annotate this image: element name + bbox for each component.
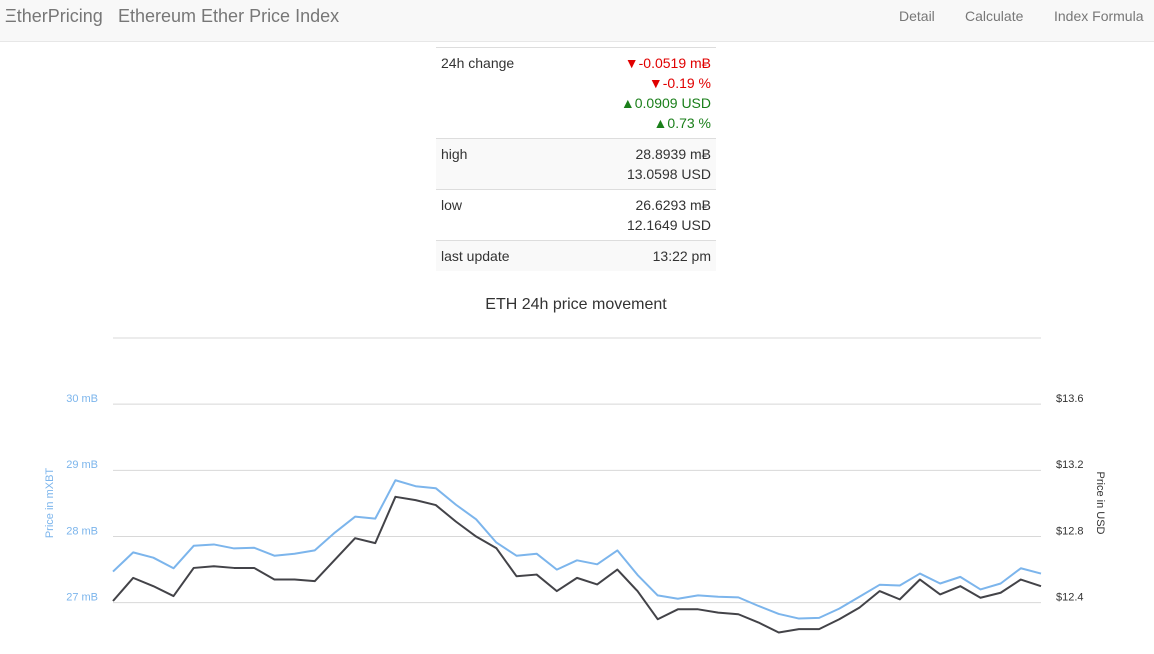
brand[interactable]: ΞtherPricing [5, 6, 103, 26]
y2-tick-label: $13.2 [1056, 459, 1084, 471]
row-label: last update [441, 248, 510, 264]
row-value: ▼-0.19 % [648, 75, 711, 91]
row-value: 28.8939 mɃ [635, 146, 712, 162]
row-label: low [441, 197, 463, 213]
chart-title: ETH 24h price movement [485, 296, 667, 313]
row-label: high [441, 146, 468, 162]
y-tick-label: 28 mB [66, 525, 98, 537]
table-row: low 26.6293 mɃ 12.1649 USD [436, 189, 716, 240]
nav-link[interactable]: Index Formula [1054, 8, 1144, 24]
y2-tick-label: $13.6 [1056, 393, 1084, 405]
row-values: 26.6293 mɃ 12.1649 USD [627, 195, 711, 235]
navbar: ΞtherPricing Ethereum Ether Price Index … [0, 0, 1154, 42]
table-row: last update 13:22 pm [436, 240, 716, 271]
page-title: Ethereum Ether Price Index [118, 6, 340, 26]
row-values: 13:22 pm [653, 246, 711, 266]
price-line [112, 495, 1042, 634]
row-values: ▼-0.0519 mɃ ▼-0.19 % ▲0.0909 USD ▲0.73 % [621, 53, 711, 133]
row-value: 12.1649 USD [626, 217, 711, 233]
y-tick-label: 27 mB [66, 592, 98, 604]
nav-link[interactable]: Calculate [965, 8, 1024, 24]
y2-tick-label: $12.4 [1056, 592, 1084, 604]
row-value: 13:22 pm [652, 248, 711, 264]
table-row: high 28.8939 mɃ 13.0598 USD [436, 138, 716, 189]
y2-tick-label: $12.8 [1056, 525, 1084, 537]
table-row: 24h change ▼-0.0519 mɃ ▼-0.19 % ▲0.0909 USD… [436, 47, 716, 138]
y-axis-title: Price in mXBT [44, 468, 56, 539]
y-tick-label: 29 mB [66, 459, 98, 471]
nav-link[interactable]: Detail [899, 8, 935, 24]
y-tick-label: 30 mB [66, 393, 98, 405]
row-value: 13.0598 USD [626, 166, 711, 182]
price-line [112, 479, 1042, 620]
price-table: 24h change ▼-0.0519 mɃ ▼-0.19 % ▲0.0909 USD… [436, 47, 716, 271]
y2-axis-title: Price in USD [1094, 472, 1106, 535]
row-value: ▲0.73 % [653, 115, 711, 131]
row-value: 26.6293 mɃ [635, 197, 712, 213]
row-label: 24h change [441, 55, 515, 71]
row-value: ▼-0.0519 mɃ [624, 55, 711, 71]
row-values: 28.8939 mɃ 13.0598 USD [627, 144, 711, 184]
row-value: ▲0.0909 USD [620, 95, 711, 111]
